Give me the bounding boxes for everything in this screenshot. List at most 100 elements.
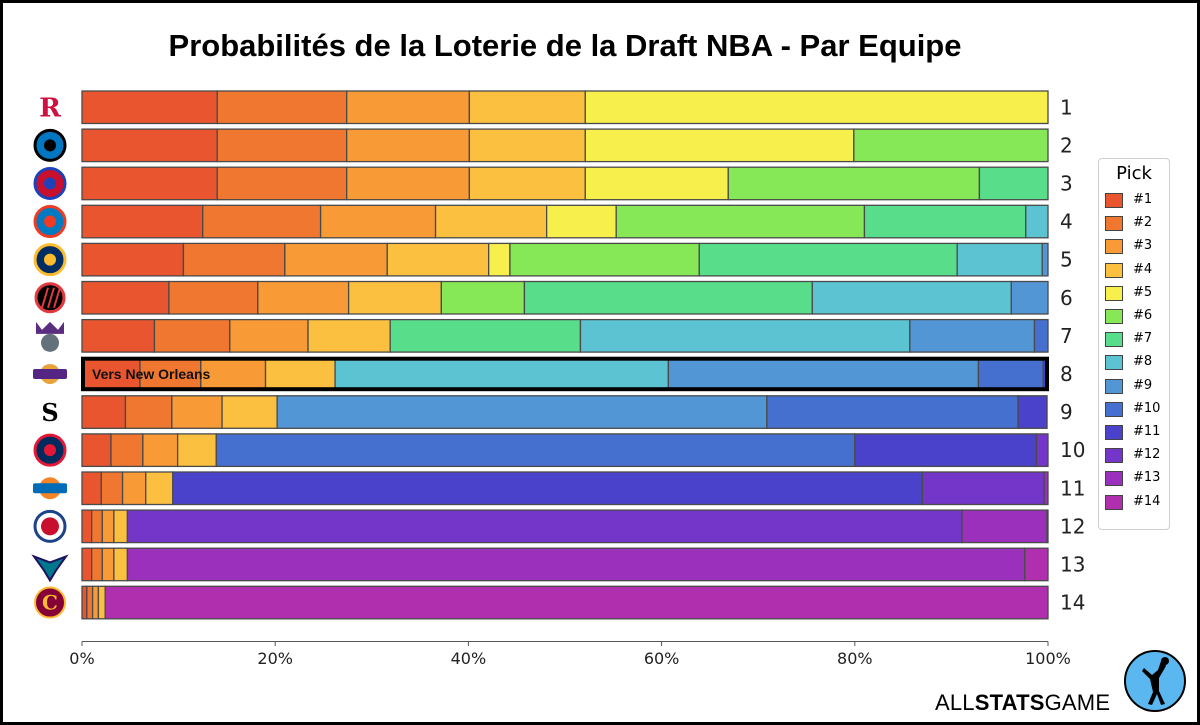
bar-segment-pick-4 [221, 395, 278, 429]
bar-segment-pick-3 [284, 242, 388, 277]
traded-pick-highlight [81, 356, 1049, 392]
bar-segment-pick-9 [667, 357, 980, 391]
bar-segment-pick-4 [386, 242, 490, 277]
bar-segment-pick-7 [389, 318, 582, 353]
bar-segment-pick-11 [1017, 395, 1048, 429]
bar-segment-pick-4 [468, 128, 586, 163]
legend-item: #9 [1105, 377, 1167, 397]
hornets-logo [31, 554, 69, 583]
x-tick-label: 40% [451, 649, 487, 668]
team-row: 6 [34, 280, 1073, 315]
bar-segment-pick-3 [346, 90, 471, 125]
legend-swatch [1105, 262, 1123, 278]
x-tick-label: 20% [257, 649, 293, 668]
allstatsgame-logo [1124, 650, 1186, 712]
team-row: 14 C [34, 585, 1085, 620]
bar-segment-pick-2 [91, 547, 103, 582]
legend-title: Pick [1116, 163, 1152, 184]
bar-segment-pick-8 [1025, 204, 1049, 239]
legend-label: #7 [1133, 331, 1153, 347]
bar-segment-pick-10 [766, 395, 1019, 429]
bar-segment-pick-8 [811, 280, 1012, 315]
bar-segment-pick-2 [86, 585, 94, 620]
bar-segment-pick-9 [1010, 280, 1049, 315]
bar-segment-pick-11 [172, 471, 924, 506]
bar-segment-pick-10 [1033, 318, 1049, 353]
bar-segment-pick-4 [113, 509, 129, 544]
clippers-logo [33, 509, 67, 543]
bar-segment-pick-2 [110, 433, 144, 468]
bar-segment-pick-4 [145, 471, 174, 506]
bar-segment-pick-12 [921, 471, 1045, 506]
bar-segment-pick-10 [215, 433, 856, 468]
draft-rank-label: 4 [1060, 210, 1073, 234]
draft-rank-label: 8 [1060, 362, 1073, 386]
legend-item: #11 [1105, 423, 1167, 443]
legend-item: #4 [1105, 261, 1167, 281]
team-row: 7 [36, 318, 1073, 353]
legend-swatch [1105, 425, 1123, 440]
x-tick-label: 80% [837, 649, 873, 668]
bar-segment-pick-4 [307, 318, 391, 353]
bar-segment-pick-14 [1046, 509, 1049, 544]
bar-segment-pick-7 [523, 280, 813, 315]
bar-segment-pick-9 [909, 318, 1036, 353]
team-row: 13 [31, 547, 1085, 583]
legend-item: #7 [1105, 330, 1167, 350]
bar-segment-pick-11 [854, 433, 1038, 468]
bar-segment-pick-7 [698, 242, 958, 277]
bar-segment-pick-3 [200, 357, 267, 391]
team-row: 3 [33, 166, 1073, 201]
bar-segment-pick-5 [545, 204, 617, 239]
legend-label: #13 [1133, 470, 1161, 486]
lakers-logo [33, 363, 67, 384]
legend-swatch [1105, 494, 1123, 510]
legend-swatch [1105, 355, 1123, 371]
legend-swatch [1105, 309, 1123, 324]
draft-rank-label: 5 [1060, 248, 1073, 272]
team-row: 12 [33, 509, 1085, 544]
draft-rank-label: 13 [1060, 552, 1085, 576]
bar-segment-pick-6 [615, 204, 866, 239]
bar-segment-pick-2 [124, 395, 173, 429]
legend-label: #3 [1133, 238, 1153, 254]
bar-segment-pick-5 [488, 242, 511, 277]
bar-segment-pick-1 [81, 471, 102, 506]
kings-logo [36, 321, 64, 352]
bar-segment-pick-3 [171, 395, 223, 429]
draft-rank-label: 11 [1060, 476, 1085, 500]
thunder-logo [33, 205, 67, 239]
knicks-logo [33, 477, 67, 500]
legend-item: #1 [1105, 191, 1167, 211]
bar-segment-pick-2 [216, 166, 348, 201]
legend-item: #5 [1105, 284, 1167, 304]
bar-segment-pick-4 [97, 585, 106, 620]
legend-label: #5 [1133, 284, 1153, 300]
brand-prefix: ALL [935, 690, 975, 715]
magic-logo [33, 128, 67, 162]
legend-swatch [1105, 471, 1123, 487]
bar-segment-pick-4 [176, 433, 217, 468]
pacers-logo [33, 243, 67, 277]
legend-label: #2 [1133, 215, 1153, 231]
bar-segment-pick-3 [257, 280, 350, 315]
bar-segment-pick-7 [978, 166, 1049, 201]
legend-item: #2 [1105, 214, 1167, 234]
draft-rank-label: 2 [1060, 133, 1073, 157]
bar-segment-pick-1 [81, 90, 218, 125]
bar-segment-pick-1 [81, 242, 185, 277]
bar-segment-pick-1 [81, 395, 127, 429]
draft-rank-label: 1 [1060, 95, 1073, 119]
bar-segment-pick-13 [1043, 471, 1049, 506]
legend-item: #8 [1105, 353, 1167, 373]
bar-segment-pick-2 [216, 90, 348, 125]
legend: Pick #1 #2 #3 #4 #5 #6 #7 #8 #9 #10 #11 #12 #13 #14 [1098, 158, 1170, 530]
bar-segment-pick-5 [584, 128, 855, 163]
legend-item: #12 [1105, 446, 1167, 466]
legend-item: #13 [1105, 469, 1167, 489]
bar-segment-pick-4 [434, 204, 548, 239]
bar-segment-pick-6 [727, 166, 981, 201]
team-row: 11 [33, 471, 1085, 506]
draft-rank-label: 6 [1060, 286, 1073, 310]
